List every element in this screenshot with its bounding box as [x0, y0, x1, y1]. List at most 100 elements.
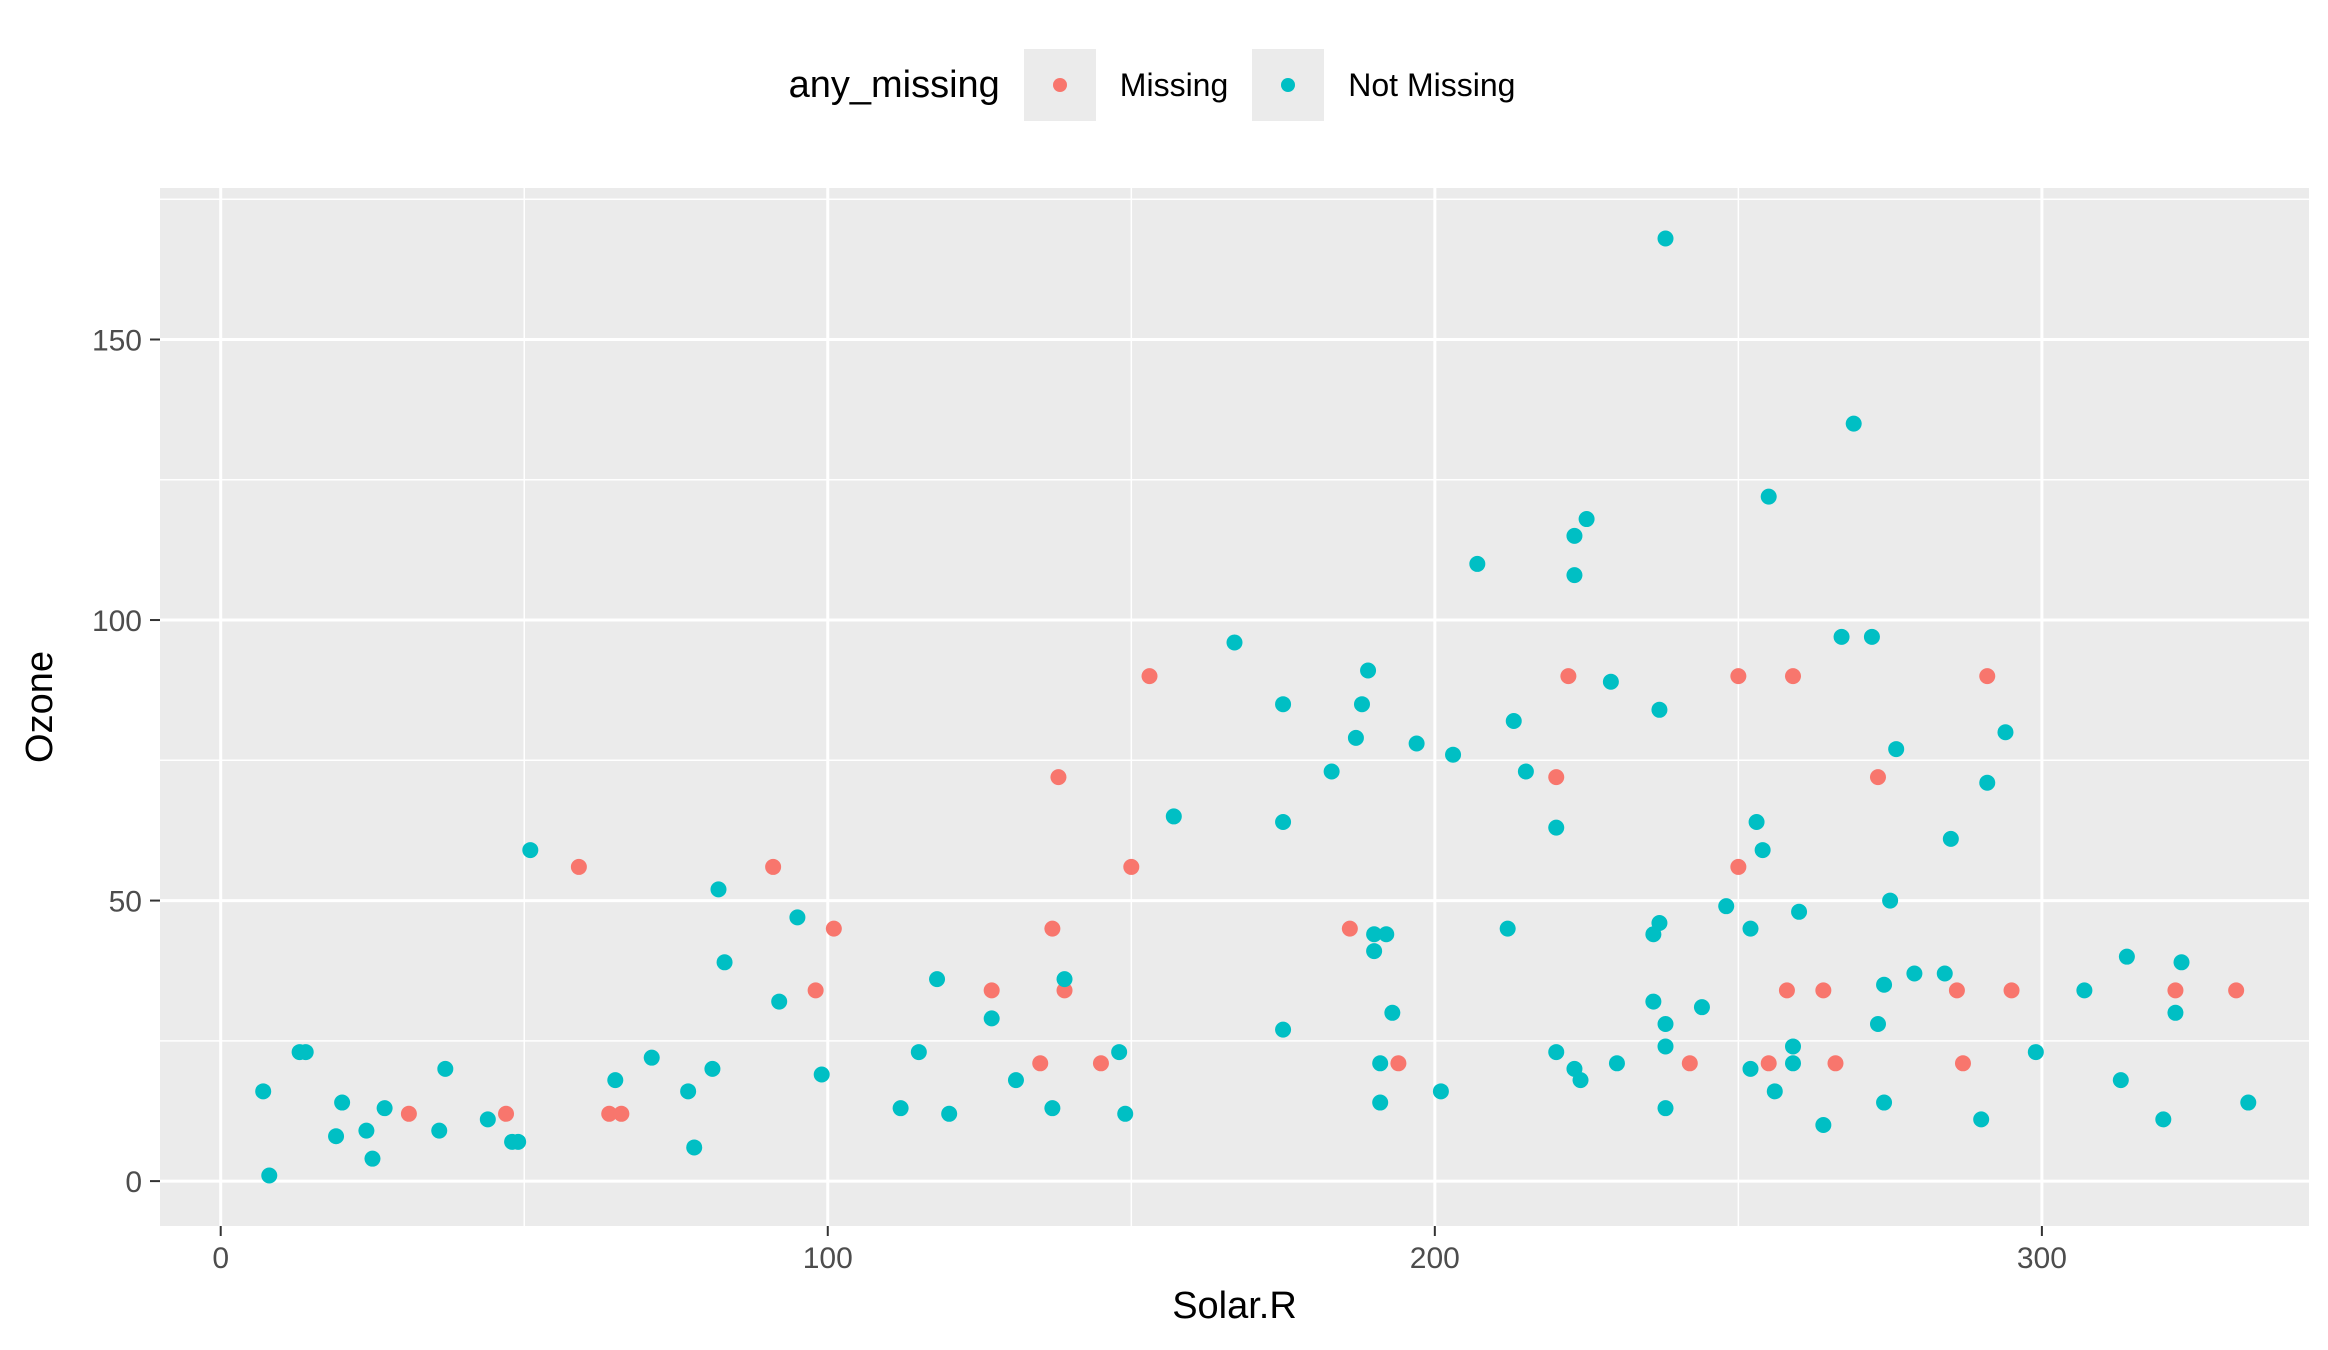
- point-missing: [1341, 920, 1358, 937]
- point-missing: [1730, 858, 1747, 875]
- point-not-missing: [1791, 903, 1808, 920]
- point-not-missing: [929, 971, 946, 988]
- point-missing: [400, 1105, 417, 1122]
- point-missing: [1032, 1055, 1049, 1072]
- point-not-missing: [1275, 696, 1292, 713]
- point-not-missing: [1323, 763, 1340, 780]
- point-missing: [1050, 769, 1067, 786]
- point-not-missing: [1833, 628, 1850, 645]
- point-not-missing: [1876, 1094, 1893, 1111]
- point-missing: [807, 982, 824, 999]
- point-not-missing: [2173, 954, 2190, 971]
- point-not-missing: [1651, 915, 1668, 932]
- point-not-missing: [1869, 1016, 1886, 1033]
- point-not-missing: [1432, 1083, 1449, 1100]
- point-not-missing: [1766, 1083, 1783, 1100]
- point-not-missing: [364, 1150, 381, 1167]
- point-not-missing: [892, 1100, 909, 1117]
- point-not-missing: [1784, 1055, 1801, 1072]
- point-not-missing: [334, 1094, 351, 1111]
- point-not-missing: [1754, 842, 1771, 859]
- point-not-missing: [431, 1122, 448, 1139]
- point-not-missing: [813, 1066, 830, 1083]
- point-not-missing: [2112, 1072, 2129, 1089]
- point-missing: [2228, 982, 2245, 999]
- point-missing: [1815, 982, 1832, 999]
- point-not-missing: [2167, 1004, 2184, 1021]
- point-missing: [1827, 1055, 1844, 1072]
- point-not-missing: [1408, 735, 1425, 752]
- point-missing: [613, 1105, 630, 1122]
- point-not-missing: [1942, 830, 1959, 847]
- point-not-missing: [2240, 1094, 2257, 1111]
- point-missing: [1954, 1055, 1971, 1072]
- point-missing: [1141, 668, 1158, 685]
- point-not-missing: [1815, 1117, 1832, 1134]
- point-not-missing: [1657, 230, 1674, 247]
- point-not-missing: [686, 1139, 703, 1156]
- point-not-missing: [1578, 511, 1595, 528]
- x-tick-label: 0: [212, 1242, 229, 1275]
- point-not-missing: [1645, 993, 1662, 1010]
- point-not-missing: [2155, 1111, 2172, 1128]
- point-not-missing: [1742, 1060, 1759, 1077]
- point-not-missing: [1784, 1038, 1801, 1055]
- point-not-missing: [328, 1128, 345, 1145]
- y-tick-label: 150: [92, 324, 142, 357]
- legend-label-not-missing: Not Missing: [1348, 66, 1516, 103]
- plot-panel: [160, 188, 2309, 1226]
- point-missing: [1730, 668, 1747, 685]
- point-not-missing: [1226, 634, 1243, 651]
- point-not-missing: [255, 1083, 272, 1100]
- point-not-missing: [1760, 488, 1777, 505]
- point-not-missing: [1366, 943, 1383, 960]
- point-not-missing: [1693, 999, 1710, 1016]
- point-missing: [1560, 668, 1577, 685]
- legend-label-missing: Missing: [1119, 66, 1229, 103]
- point-missing: [570, 858, 587, 875]
- point-missing: [765, 858, 782, 875]
- point-not-missing: [983, 1010, 1000, 1027]
- point-missing: [498, 1105, 515, 1122]
- point-not-missing: [1876, 976, 1893, 993]
- point-not-missing: [1608, 1055, 1625, 1072]
- point-not-missing: [297, 1044, 314, 1061]
- point-not-missing: [1056, 971, 1073, 988]
- point-not-missing: [358, 1122, 375, 1139]
- point-not-missing: [643, 1049, 660, 1066]
- point-not-missing: [1906, 965, 1923, 982]
- point-missing: [1390, 1055, 1407, 1072]
- point-not-missing: [522, 842, 539, 859]
- legend-key-not-missing: [1252, 49, 1325, 121]
- point-not-missing: [789, 909, 806, 926]
- point-not-missing: [479, 1111, 496, 1128]
- legend-dot-not-missing: [1281, 78, 1296, 92]
- point-not-missing: [1882, 892, 1899, 909]
- point-not-missing: [1445, 746, 1462, 763]
- point-not-missing: [437, 1060, 454, 1077]
- point-not-missing: [1979, 774, 1996, 791]
- point-not-missing: [1384, 1004, 1401, 1021]
- point-missing: [1979, 668, 1996, 685]
- point-not-missing: [941, 1105, 958, 1122]
- point-not-missing: [1111, 1044, 1128, 1061]
- point-not-missing: [1863, 628, 1880, 645]
- point-not-missing: [261, 1167, 278, 1184]
- point-not-missing: [1353, 696, 1370, 713]
- point-not-missing: [1572, 1072, 1589, 1089]
- point-missing: [1778, 982, 1795, 999]
- point-not-missing: [376, 1100, 393, 1117]
- point-missing: [1092, 1055, 1109, 1072]
- point-not-missing: [1505, 713, 1522, 730]
- y-tick-label: 0: [125, 1166, 142, 1199]
- point-not-missing: [1657, 1038, 1674, 1055]
- point-not-missing: [510, 1133, 527, 1150]
- point-not-missing: [1372, 1094, 1389, 1111]
- point-missing: [1044, 920, 1061, 937]
- point-not-missing: [1566, 567, 1583, 584]
- point-not-missing: [1117, 1105, 1134, 1122]
- x-axis-title: Solar.R: [1172, 1285, 1297, 1327]
- point-not-missing: [1275, 1021, 1292, 1038]
- point-not-missing: [1347, 729, 1364, 746]
